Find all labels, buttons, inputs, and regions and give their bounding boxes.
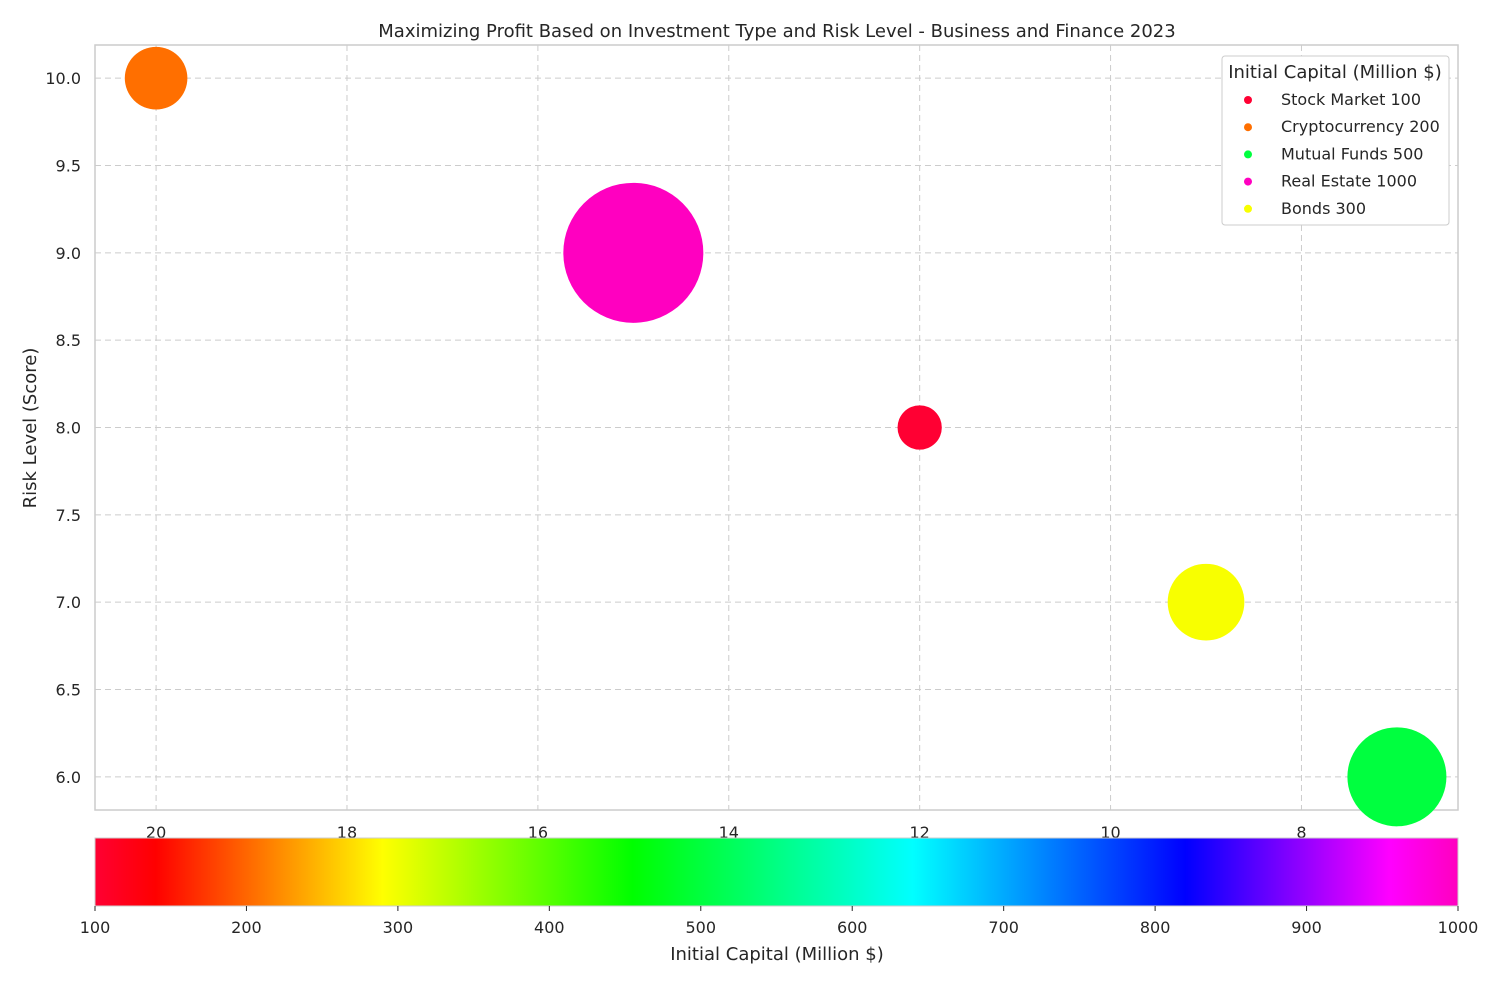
legend: Initial Capital (Million $) Stock Market… xyxy=(1221,55,1450,226)
legend-box xyxy=(1221,55,1450,226)
y-tick-label: 7.5 xyxy=(56,506,81,525)
y-tick-label: 9.5 xyxy=(56,157,81,176)
colorbar-tick-label: 700 xyxy=(988,918,1019,937)
legend-label: Mutual Funds 500 xyxy=(1281,144,1423,163)
bubble-point xyxy=(124,46,188,110)
legend-marker xyxy=(1244,150,1252,159)
y-axis-title: Risk Level (Score) xyxy=(20,348,41,509)
x-tick-label: 20 xyxy=(146,823,166,842)
y-tick-label: 8.0 xyxy=(56,419,81,438)
bubble-point xyxy=(1167,563,1245,641)
y-tick-label: 7.0 xyxy=(56,593,81,612)
colorbar-tick-label: 100 xyxy=(80,918,111,937)
x-tick-label: 12 xyxy=(909,823,929,842)
legend-marker xyxy=(1244,177,1252,186)
y-tick-label: 6.5 xyxy=(56,680,81,699)
colorbar-tick-label: 800 xyxy=(1140,918,1171,937)
legend-label: Bonds 300 xyxy=(1281,199,1366,218)
colorbar-tick-label: 300 xyxy=(383,918,414,937)
colorbar-tick-label: 200 xyxy=(231,918,262,937)
colorbar-gradient xyxy=(94,837,1459,907)
colorbar-tick-label: 1000 xyxy=(1438,918,1479,937)
legend-label: Real Estate 1000 xyxy=(1281,172,1417,191)
colorbar-tick-label: 500 xyxy=(686,918,717,937)
y-tick-label: 9.0 xyxy=(56,244,81,263)
colorbar-ticks: 100 200 300 400 500 600 700 800 900 1000 xyxy=(80,906,1479,937)
legend-items: Stock Market 100 Cryptocurrency 200 Mutual… xyxy=(1244,90,1440,218)
legend-marker xyxy=(1244,204,1252,213)
bubbles xyxy=(124,46,1447,827)
chart-title: Maximizing Profit Based on Investment Ty… xyxy=(378,21,1175,42)
x-tick-label: 10 xyxy=(1100,823,1120,842)
colorbar-tick-label: 900 xyxy=(1291,918,1322,937)
y-axis-ticks: 6.0 6.5 7.0 7.5 8.0 8.5 9.0 9.5 10.0 xyxy=(45,69,81,787)
x-tick-label: 16 xyxy=(528,823,548,842)
y-tick-label: 10.0 xyxy=(45,69,81,88)
legend-marker xyxy=(1244,96,1252,104)
bubble-point xyxy=(563,182,704,323)
x-tick-label: 8 xyxy=(1296,823,1306,842)
x-tick-label: 18 xyxy=(337,823,357,842)
colorbar-label: Initial Capital (Million $) xyxy=(670,944,884,965)
colorbar-tick-label: 600 xyxy=(837,918,868,937)
colorbar-tick-label: 400 xyxy=(534,918,565,937)
x-tick-label: 14 xyxy=(719,823,739,842)
colorbar: 100 200 300 400 500 600 700 800 900 1000 Initial … xyxy=(80,837,1479,965)
bubble-point xyxy=(1347,727,1447,827)
legend-title: Initial Capital (Million $) xyxy=(1228,62,1442,83)
y-tick-label: 8.5 xyxy=(56,331,81,350)
x-axis-ticks: 20 18 16 14 12 10 8 xyxy=(146,823,1307,842)
legend-label: Cryptocurrency 200 xyxy=(1281,117,1440,136)
legend-label: Stock Market 100 xyxy=(1281,90,1421,109)
y-tick-label: 6.0 xyxy=(56,768,81,787)
legend-marker xyxy=(1244,123,1252,132)
bubble-point xyxy=(897,405,942,450)
